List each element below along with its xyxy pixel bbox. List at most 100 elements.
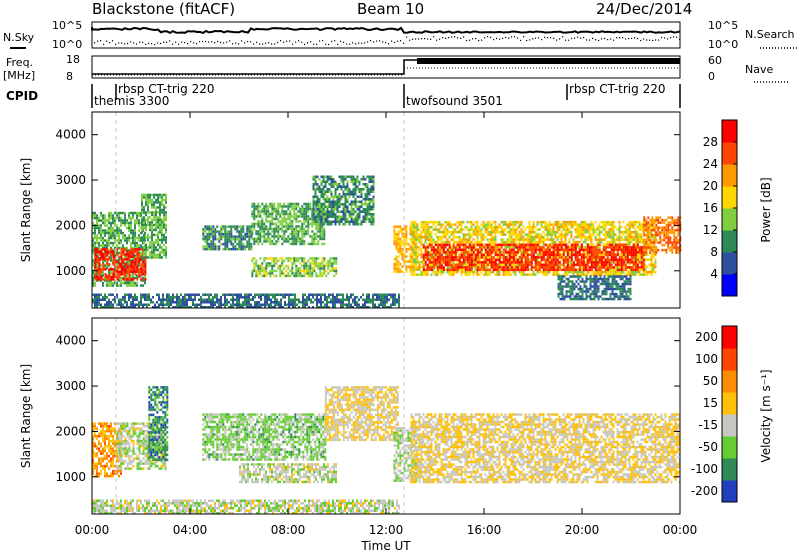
power-cell bbox=[332, 203, 335, 206]
power-cell bbox=[538, 233, 541, 236]
power-cell bbox=[100, 231, 102, 235]
power-cell bbox=[321, 267, 324, 270]
power-cell bbox=[466, 253, 469, 257]
power-cell bbox=[320, 210, 323, 213]
power-cell bbox=[476, 261, 479, 264]
nsearch-dot bbox=[286, 40, 288, 42]
power-cell bbox=[588, 225, 591, 229]
power-cell bbox=[344, 175, 347, 178]
power-cell bbox=[562, 273, 565, 276]
power-cell bbox=[604, 265, 607, 269]
power-cell bbox=[128, 278, 131, 281]
power-cell bbox=[568, 253, 571, 256]
power-cell bbox=[157, 226, 159, 229]
power-cell bbox=[454, 253, 457, 257]
power-cell bbox=[532, 238, 535, 241]
power-cell bbox=[492, 225, 495, 229]
power-cell bbox=[283, 274, 286, 278]
power-cell bbox=[510, 233, 513, 236]
power-cell bbox=[490, 233, 493, 236]
power-cell bbox=[468, 268, 471, 272]
power-cell bbox=[608, 220, 611, 224]
power-cell bbox=[226, 225, 229, 228]
power-cell bbox=[648, 243, 651, 246]
power-cell bbox=[130, 236, 132, 240]
power-cell bbox=[460, 250, 463, 254]
power-cell bbox=[640, 228, 643, 231]
power-cell bbox=[323, 242, 326, 246]
power-cell bbox=[512, 245, 515, 249]
power-cell bbox=[126, 276, 128, 280]
power-cell bbox=[518, 223, 521, 226]
power-cell bbox=[644, 258, 647, 261]
power-cell bbox=[411, 252, 414, 256]
power-cell bbox=[330, 190, 333, 193]
nsearch-dot bbox=[133, 42, 135, 44]
power-cell bbox=[442, 235, 445, 239]
power-cell bbox=[145, 256, 147, 259]
power-cell bbox=[319, 274, 322, 278]
power-cell bbox=[126, 274, 128, 277]
power-cell bbox=[318, 178, 321, 181]
power-cell bbox=[409, 270, 412, 273]
power-cell bbox=[460, 263, 463, 267]
power-cell bbox=[155, 206, 157, 209]
power-cell bbox=[432, 253, 435, 256]
power-cell bbox=[414, 240, 417, 244]
cpid-entry-0: rbsp CT-trig 220 bbox=[118, 82, 214, 96]
power-cell bbox=[430, 273, 433, 276]
power-cell bbox=[576, 273, 579, 276]
power-cell bbox=[436, 266, 439, 269]
power-cell bbox=[338, 200, 341, 203]
power-cell bbox=[424, 270, 427, 274]
power-cell bbox=[92, 236, 94, 240]
power-cell bbox=[538, 240, 541, 244]
power-cell bbox=[165, 236, 167, 239]
power-cell bbox=[312, 175, 315, 178]
power-cell bbox=[136, 265, 139, 269]
power-cell bbox=[110, 231, 112, 235]
power-cell bbox=[311, 269, 314, 273]
power-cell bbox=[159, 221, 161, 224]
power-cell bbox=[512, 270, 515, 274]
power-cell bbox=[338, 183, 341, 186]
power-cell bbox=[504, 270, 507, 274]
power-cell bbox=[118, 251, 120, 255]
power-cell bbox=[350, 208, 353, 211]
power-cell bbox=[430, 230, 433, 234]
power-cell bbox=[460, 228, 463, 231]
power-cell bbox=[440, 250, 443, 254]
power-cell bbox=[366, 210, 369, 213]
power-cell bbox=[271, 272, 274, 275]
power-cell bbox=[143, 208, 145, 212]
power-cell bbox=[414, 243, 417, 246]
power-cell bbox=[265, 267, 268, 270]
power-cell bbox=[458, 248, 461, 252]
power-cell bbox=[438, 243, 441, 247]
nsearch-dot bbox=[235, 42, 237, 44]
power-cell bbox=[265, 274, 268, 278]
power-cell bbox=[96, 264, 98, 267]
power-cell bbox=[650, 253, 653, 256]
power-cell bbox=[153, 218, 155, 222]
power-cell bbox=[141, 231, 143, 234]
power-cell bbox=[336, 183, 339, 186]
power-cell bbox=[122, 268, 125, 271]
power-cell bbox=[295, 237, 298, 241]
power-cell bbox=[462, 256, 465, 259]
power-cell bbox=[582, 230, 585, 234]
power-cell bbox=[126, 246, 128, 250]
power-cell bbox=[319, 227, 322, 231]
power-cell bbox=[514, 220, 517, 224]
power-cell bbox=[114, 216, 116, 220]
power-cell bbox=[277, 217, 280, 221]
power-cell bbox=[144, 265, 147, 269]
power-cell bbox=[108, 273, 111, 276]
power-cell bbox=[253, 262, 256, 265]
power-cell bbox=[468, 250, 471, 254]
power-cell bbox=[470, 235, 473, 239]
power-cell bbox=[630, 230, 633, 234]
power-cell bbox=[516, 235, 519, 239]
nsearch-dot bbox=[499, 38, 501, 40]
power-cell bbox=[434, 225, 437, 229]
